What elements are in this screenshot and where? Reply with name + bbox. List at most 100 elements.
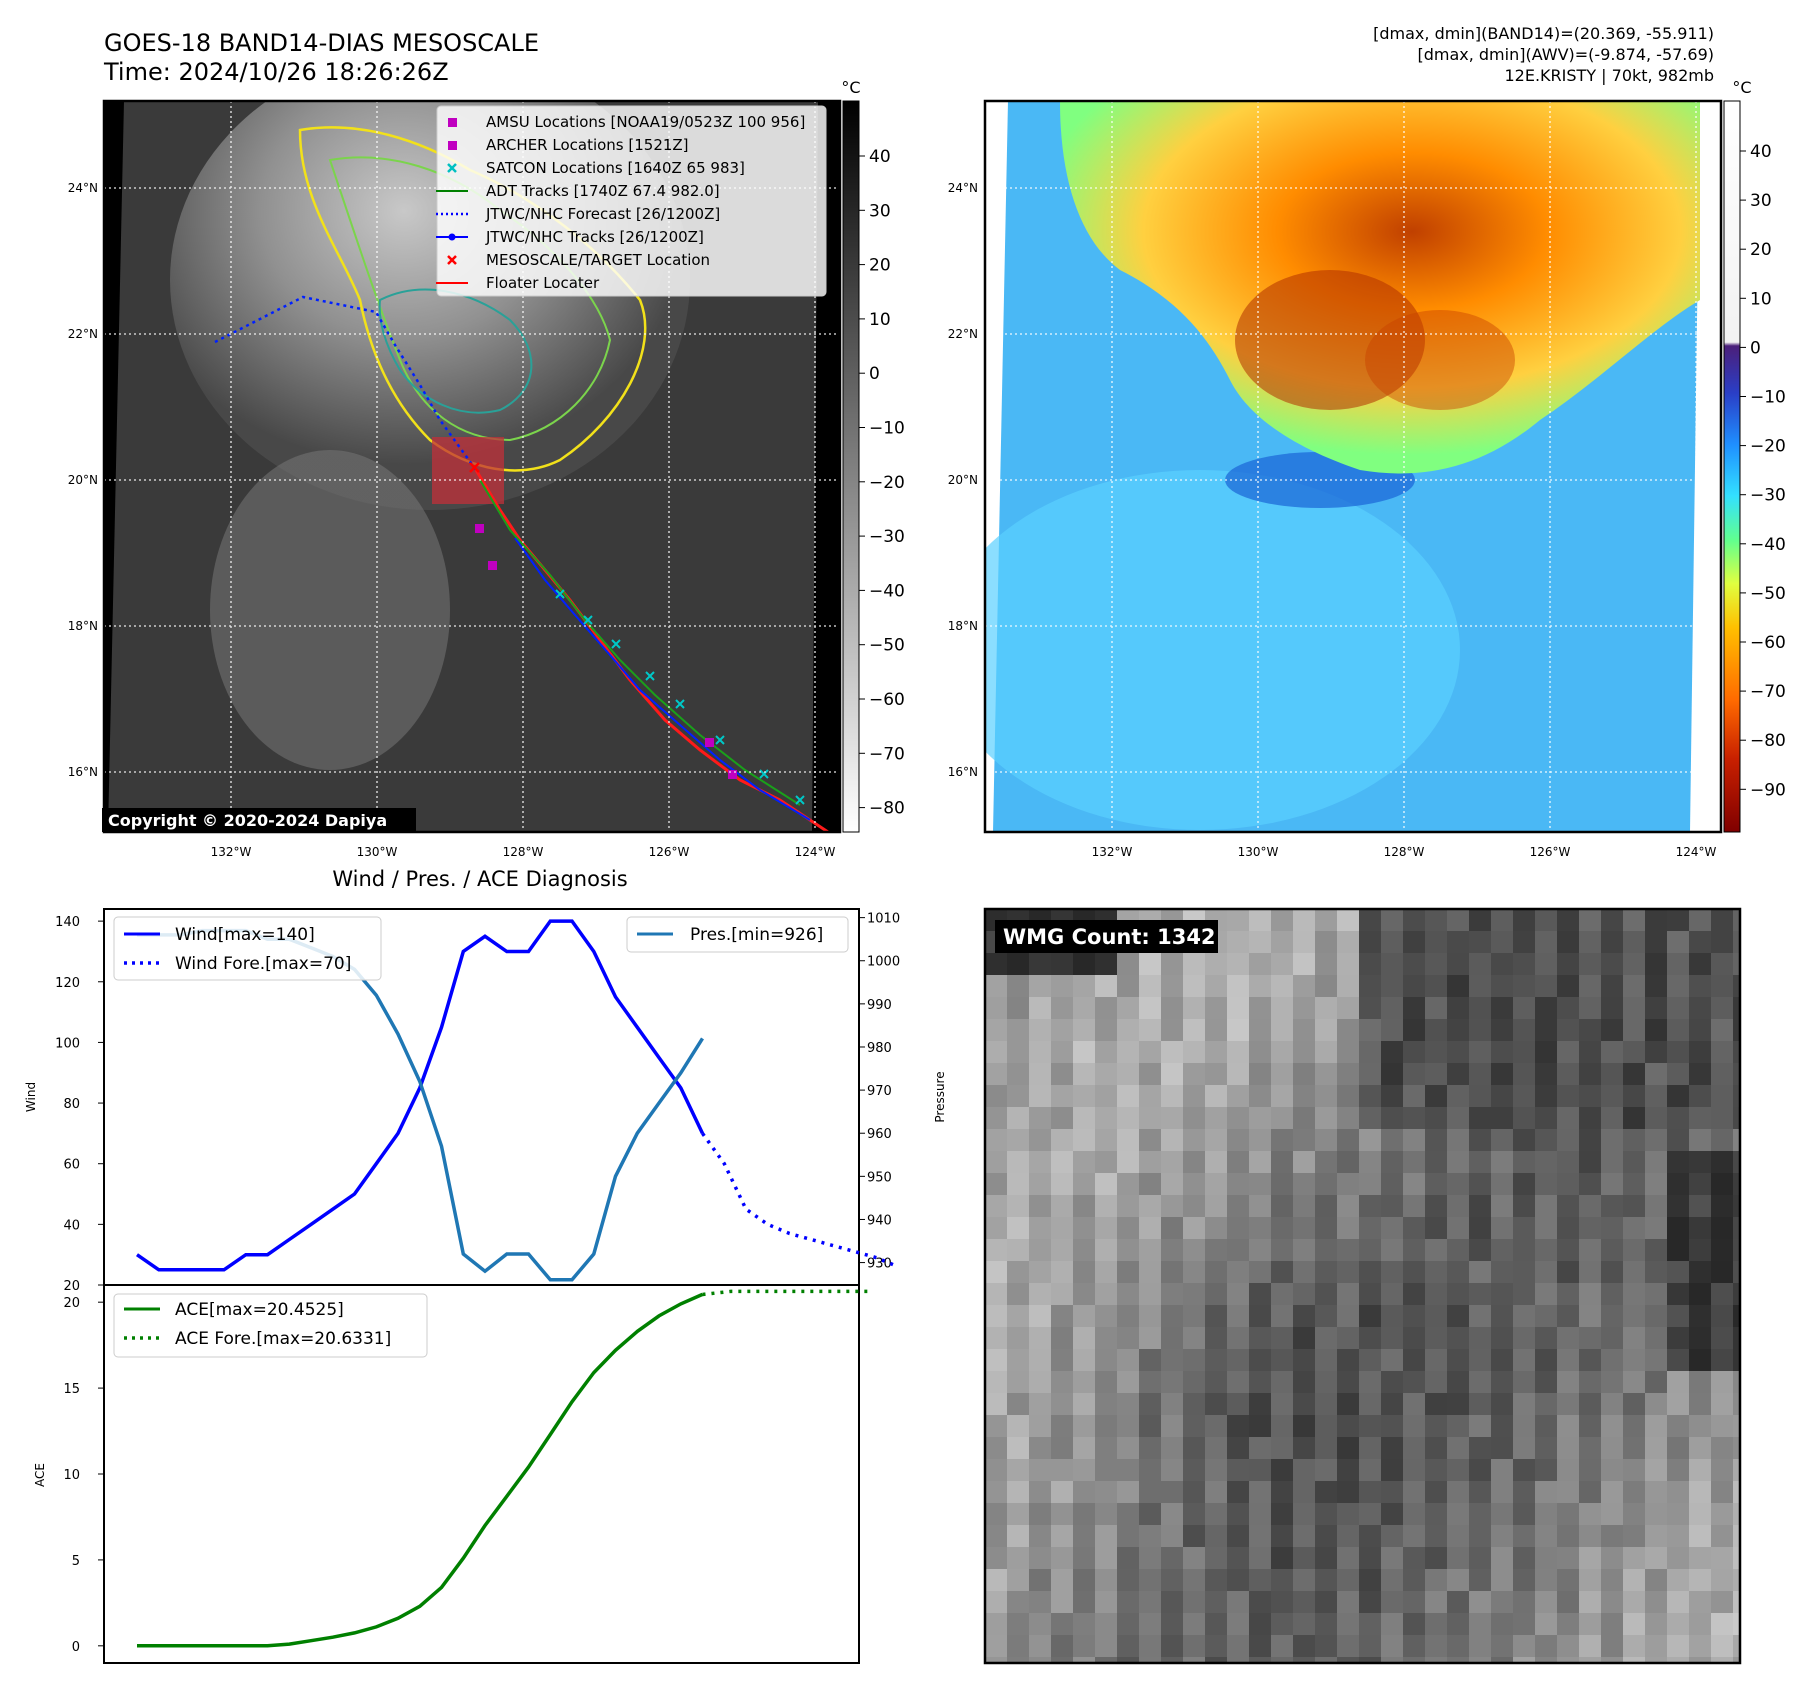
colorbar-unit: °C [1732, 78, 1751, 97]
legend-marker [448, 141, 457, 150]
copyright-badge [102, 808, 416, 832]
ace-plot: ACE 0 5 10 15 20 ACE[max=20.4525] ACE Fore.[… [33, 1284, 873, 1664]
pressure-tick-label: 980 [867, 1041, 892, 1056]
wind-tick-label: 100 [55, 1036, 80, 1051]
wind-tick-label: 120 [55, 976, 80, 991]
pressure-tick-label: 930 [867, 1257, 892, 1272]
colorbar-tick-label: −90 [1750, 780, 1786, 800]
legend-marker [447, 163, 457, 173]
copyright-text: Copyright © 2020-2024 Dapiya [108, 811, 387, 830]
wind-tick-label: 20 [63, 1279, 80, 1294]
awv-gridlines [985, 101, 1721, 832]
colorbar-tick-label: 40 [869, 147, 891, 167]
colorbar-tick-label: −20 [869, 473, 905, 493]
ace-tick-label: 20 [63, 1296, 80, 1311]
colorbar-tick-label: −40 [869, 581, 905, 601]
ace-tick-label: 10 [63, 1468, 80, 1483]
band14-colorbar: °C 40 30 20 10 0 −10 −20 −30 −40 −50 −60 −70 −80 [841, 78, 905, 833]
ace-tick-label: 5 [72, 1554, 80, 1569]
awv-map [983, 99, 1723, 834]
info-band14: [dmax, dmin](BAND14)=(20.369, -55.911) [1373, 24, 1714, 43]
legend-marker [448, 118, 457, 127]
colorbar-tick-label: −20 [1750, 437, 1786, 457]
band14-lon-ticks: 132°W 130°W 128°W 126°W 124°W [211, 845, 836, 859]
wmg-pixel-grid [985, 909, 1740, 1663]
legend-item: SATCON Locations [1640Z 65 983] [447, 159, 745, 177]
legend-item: JTWC/NHC Forecast [26/1200Z] [436, 205, 720, 223]
awv-moist-region [985, 470, 1460, 830]
lat-tick: 20°N [68, 473, 98, 487]
legend-wind-fore: Wind Fore.[max=70] [175, 954, 351, 974]
colorbar-tick-label: 10 [869, 310, 891, 330]
band14-lat-ticks: 24°N 22°N 20°N 18°N 16°N [68, 181, 98, 779]
lon-tick: 130°W [1238, 845, 1279, 859]
pressure-tick-label: 950 [867, 1170, 892, 1185]
lat-tick: 18°N [948, 619, 978, 633]
pressure-tick-label: 990 [867, 998, 892, 1013]
wind-tick-label: 40 [63, 1218, 80, 1233]
colorbar-tick-label: −60 [869, 690, 905, 710]
lon-tick: 126°W [1530, 845, 1571, 859]
legend-pressure: Pres.[min=926] [690, 925, 823, 945]
colorbar-tick-label: 40 [1750, 142, 1772, 162]
band14-map: AMSU Locations [NOAA19/0523Z 100 956] ARC… [102, 99, 842, 834]
figure-time: Time: 2024/10/26 18:26:26Z [103, 58, 449, 86]
lon-tick: 132°W [1092, 845, 1133, 859]
wind-axis-label: Wind [24, 1082, 38, 1112]
wmg-count-text: WMG Count: 1342 [1003, 925, 1216, 949]
legend-label: AMSU Locations [NOAA19/0523Z 100 956] [486, 113, 805, 131]
colorbar-tick-label: 10 [1750, 289, 1772, 309]
band14-nodata-left [104, 101, 124, 832]
legend-item: ADT Tracks [1740Z 67.4 982.0] [436, 182, 720, 200]
legend-label: Floater Locater [486, 274, 600, 292]
colorbar-tick-label: −40 [1750, 535, 1786, 555]
lat-tick: 24°N [68, 181, 98, 195]
ace-legend: ACE[max=20.4525] ACE Fore.[max=20.6331] [113, 1293, 428, 1358]
colorbar-tick-label: −50 [869, 636, 905, 656]
colorbar-tick-label: −10 [1750, 388, 1786, 408]
lat-tick: 22°N [68, 327, 98, 341]
lat-tick: 22°N [948, 327, 978, 341]
colorbar-tick-label: 0 [1750, 338, 1761, 358]
amsu-archer-markers [475, 524, 737, 779]
pressure-tick-label: 940 [867, 1213, 892, 1228]
colorbar-tick-label: 30 [869, 201, 891, 221]
pressure-tick-label: 970 [867, 1084, 892, 1099]
lat-tick: 16°N [68, 765, 98, 779]
lon-tick: 124°W [795, 845, 836, 859]
legend-marker [448, 233, 456, 241]
legend-ace: ACE[max=20.4525] [175, 1300, 344, 1320]
pressure-tick-label: 960 [867, 1127, 892, 1142]
ace-line [137, 1292, 704, 1648]
band14-legend: AMSU Locations [NOAA19/0523Z 100 956] ARC… [436, 105, 827, 297]
wmg-panel: WMG Count: 1342 [983, 907, 1742, 1665]
awv-colorbar: °C 40 30 20 10 0 −10 −20 −30 −40 −50 −60 −70 −80 −90 [1723, 78, 1786, 833]
colorbar-tick-label: −50 [1750, 584, 1786, 604]
outer-band-clouds [210, 450, 450, 770]
lon-tick: 126°W [649, 845, 690, 859]
wind-tick-label: 60 [63, 1158, 80, 1173]
colorbar-tick-label: 30 [1750, 191, 1772, 211]
diagnosis-title: Wind / Pres. / ACE Diagnosis [332, 867, 627, 891]
lat-tick: 20°N [948, 473, 978, 487]
forecast-track [214, 295, 478, 471]
colorbar-tick-label: −60 [1750, 633, 1786, 653]
legend-label: SATCON Locations [1640Z 65 983] [486, 159, 745, 177]
figure-title: GOES-18 BAND14-DIAS MESOSCALE [104, 29, 539, 57]
awv-lon-ticks: 132°W 130°W 128°W 126°W 124°W [1092, 845, 1717, 859]
legend-ace-fore: ACE Fore.[max=20.6331] [175, 1329, 391, 1349]
pressure-axis-label: Pressure [933, 1071, 947, 1122]
legend-wind: Wind[max=140] [175, 925, 315, 945]
legend-marker [447, 255, 457, 265]
wmg-count-badge [995, 920, 1218, 953]
lat-tick: 16°N [948, 765, 978, 779]
wind-forecast-line [701, 1132, 899, 1269]
satcon-markers [555, 589, 805, 805]
colorbar-unit: °C [841, 78, 860, 97]
wind-tick-label: 80 [63, 1097, 80, 1112]
legend-item: ARCHER Locations [1521Z] [448, 136, 689, 154]
legend-label: MESOSCALE/TARGET Location [486, 251, 710, 269]
colorbar-tick-label: −70 [1750, 682, 1786, 702]
pressure-tick-label: 1010 [867, 912, 900, 927]
